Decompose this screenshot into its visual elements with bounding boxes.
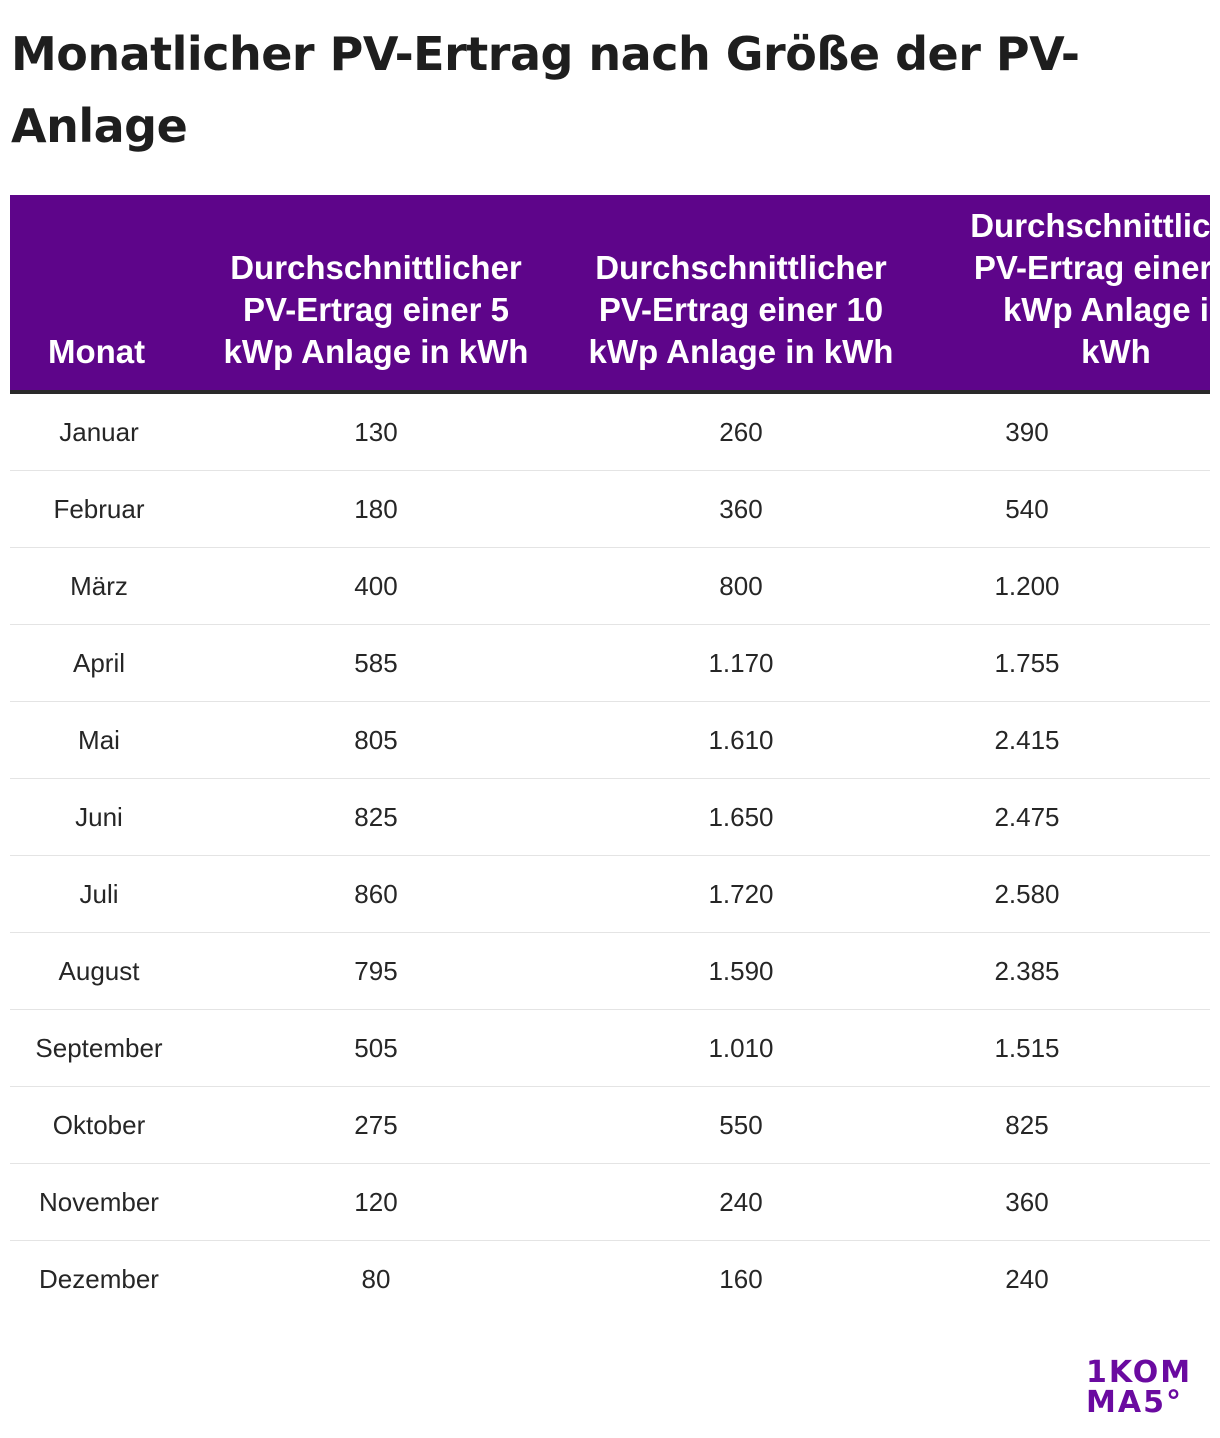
cell-10kwp: 1.610 — [564, 701, 918, 779]
cell-10kwp: 550 — [564, 1086, 918, 1164]
cell-month: Januar — [10, 392, 188, 471]
table-row: November 120 240 360 — [10, 1163, 1210, 1241]
table-row: Juni 825 1.650 2.475 — [10, 778, 1210, 856]
cell-month: September — [10, 1009, 188, 1087]
cell-5kwp: 585 — [188, 624, 564, 702]
cell-10kwp: 800 — [564, 547, 918, 625]
cell-15kwp: 2.385 — [918, 932, 1210, 1010]
cell-10kwp: 160 — [719, 1263, 763, 1294]
table-row: Juli 860 1.720 2.580 — [10, 855, 1210, 933]
cell-month: Mai — [10, 701, 188, 779]
cell-15kwp-value: 240 — [1005, 1263, 1049, 1294]
cell-15kwp-value: 825 — [1005, 1109, 1049, 1140]
cell-10kwp: 360 — [564, 470, 918, 548]
cell-15kwp: 390 — [918, 392, 1210, 471]
cell-month: November — [10, 1163, 188, 1241]
cell-5kwp: 795 — [188, 932, 564, 1010]
cell-5kwp: 275 — [188, 1086, 564, 1164]
cell-month: Juli — [10, 855, 188, 933]
table-row: Februar 180 360 540 — [10, 470, 1210, 548]
cell-15kwp-value: 360 — [1005, 1186, 1049, 1217]
cell-15kwp-value: 1.200 — [994, 570, 1060, 601]
cell-5kwp: 130 — [188, 392, 564, 471]
table-row: August 795 1.590 2.385 — [10, 932, 1210, 1010]
cell-15kwp: 540 — [918, 470, 1210, 548]
yield-table: Monat Durchschnittlicher PV-Ertrag einer… — [10, 195, 1210, 1317]
cell-month: Juni — [10, 778, 188, 856]
header-15kwp: Durchschnittlicher PV-Ertrag einer 15 kW… — [918, 195, 1210, 394]
table-row: Oktober 275 550 825 — [10, 1086, 1210, 1164]
cell-15kwp-value: 390 — [1005, 416, 1049, 447]
cell-month: Februar — [10, 470, 188, 548]
header-10kwp: Durchschnittlicher PV-Ertrag einer 10 kW… — [564, 195, 918, 394]
cell-15kwp-value: 2.385 — [994, 955, 1060, 986]
cell-5kwp: 120 — [188, 1163, 564, 1241]
brand-logo: 1KOM MA5° — [1086, 1358, 1198, 1418]
table-row: Dezember 80 160 240 — [10, 1241, 1210, 1318]
header-month-label: Monat — [48, 333, 146, 370]
cell-15kwp-value: 2.475 — [994, 801, 1060, 832]
table-row: März 400 800 1.200 — [10, 547, 1210, 625]
cell-15kwp: 240 — [918, 1241, 1210, 1318]
page-title: Monatlicher PV-Ertrag nach Größe der PV-… — [11, 27, 1080, 153]
cell-15kwp-value: 1.515 — [994, 1032, 1060, 1063]
cell-15kwp: 2.415 — [918, 701, 1210, 779]
cell-month: Oktober — [10, 1086, 188, 1164]
cell-15kwp-value: 1.755 — [994, 647, 1060, 678]
cell-10kwp: 1.720 — [564, 855, 918, 933]
cell-10kwp: 260 — [564, 392, 918, 471]
table-body: Januar 130 260 390 Februar 180 360 540 März 400 80… — [10, 392, 1210, 1317]
cell-month: Dezember — [39, 1263, 159, 1294]
cell-10kwp: 1.010 — [564, 1009, 918, 1087]
header-month: Monat — [10, 195, 188, 394]
yield-table-container: Monat Durchschnittlicher PV-Ertrag einer… — [10, 195, 1210, 1317]
cell-15kwp-value: 2.580 — [994, 878, 1060, 909]
cell-15kwp: 1.515 — [918, 1009, 1210, 1087]
cell-10kwp: 240 — [564, 1163, 918, 1241]
header-15kwp-label: Durchschnittlicher PV-Ertrag einer 15 kW… — [970, 207, 1210, 370]
cell-15kwp: 360 — [918, 1163, 1210, 1241]
cell-15kwp-value: 540 — [1005, 493, 1049, 524]
cell-month: April — [10, 624, 188, 702]
cell-10kwp: 1.590 — [564, 932, 918, 1010]
cell-5kwp: 860 — [188, 855, 564, 933]
table-row: September 505 1.010 1.515 — [10, 1009, 1210, 1087]
cell-15kwp: 2.475 — [918, 778, 1210, 856]
table-header: Monat Durchschnittlicher PV-Ertrag einer… — [10, 195, 1210, 394]
table-row: Mai 805 1.610 2.415 — [10, 701, 1210, 779]
cell-15kwp: 2.580 — [918, 855, 1210, 933]
cell-5kwp: 180 — [188, 470, 564, 548]
cell-5kwp: 805 — [188, 701, 564, 779]
cell-5kwp: 825 — [188, 778, 564, 856]
header-5kwp-label: Durchschnittlicher PV-Ertrag einer 5 kWp… — [223, 249, 529, 370]
logo-line-1: 1KOM — [1086, 1355, 1193, 1390]
cell-month: März — [10, 547, 188, 625]
cell-15kwp-value: 2.415 — [994, 724, 1060, 755]
logo-line-2: MA5° — [1086, 1385, 1183, 1420]
header-10kwp-label: Durchschnittlicher PV-Ertrag einer 10 kW… — [588, 249, 894, 370]
cell-15kwp: 1.755 — [918, 624, 1210, 702]
cell-5kwp: 505 — [188, 1009, 564, 1087]
cell-5kwp: 400 — [188, 547, 564, 625]
header-5kwp: Durchschnittlicher PV-Ertrag einer 5 kWp… — [188, 195, 564, 394]
cell-10kwp: 1.650 — [564, 778, 918, 856]
cell-month: August — [10, 932, 188, 1010]
cell-15kwp: 825 — [918, 1086, 1210, 1164]
table-header-row: Monat Durchschnittlicher PV-Ertrag einer… — [10, 195, 1210, 394]
table-row: April 585 1.170 1.755 — [10, 624, 1210, 702]
table-row: Januar 130 260 390 — [10, 392, 1210, 471]
cell-10kwp: 1.170 — [564, 624, 918, 702]
cell-5kwp: 80 — [361, 1263, 391, 1294]
cell-15kwp: 1.200 — [918, 547, 1210, 625]
